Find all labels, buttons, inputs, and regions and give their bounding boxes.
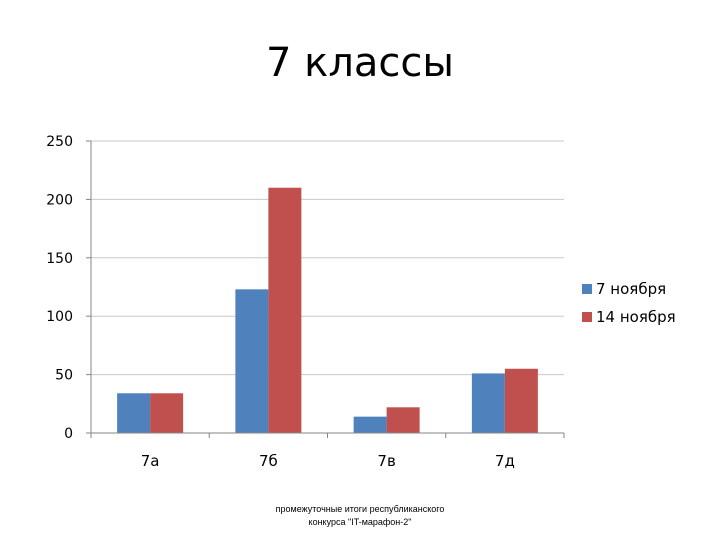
x-tick-label: 7а — [141, 452, 160, 470]
bar — [235, 289, 269, 433]
y-tick-label: 250 — [46, 134, 73, 150]
bar — [268, 187, 302, 433]
gridlines — [91, 140, 564, 376]
bar — [386, 407, 420, 433]
footer-line-1: промежуточные итоги республиканского — [275, 504, 445, 514]
footer-note: промежуточные итоги республиканского кон… — [200, 503, 520, 529]
bar — [150, 393, 184, 433]
legend: 7 ноября 14 ноября — [582, 280, 676, 326]
x-tick-label: 7б — [259, 452, 278, 470]
bar — [504, 368, 538, 433]
bars — [117, 187, 538, 433]
legend-label: 14 ноября — [596, 308, 676, 326]
bar-chart: 0 50 100 150 200 250 7а 7б 7в 7д 7 ноября 14 нояб… — [46, 134, 676, 470]
y-tick-label: 50 — [55, 368, 73, 384]
bar — [471, 373, 505, 433]
y-tick-label: 100 — [46, 309, 73, 325]
y-tick-label: 0 — [64, 426, 73, 442]
x-tick-labels: 7а 7б 7в 7д — [141, 452, 515, 470]
bar — [353, 416, 387, 433]
y-tick-label: 150 — [46, 251, 73, 267]
axes — [86, 140, 565, 438]
x-tick-label: 7д — [495, 452, 515, 470]
y-tick-labels: 0 50 100 150 200 250 — [46, 134, 73, 442]
legend-swatch — [582, 284, 592, 294]
y-tick-label: 200 — [46, 192, 73, 208]
legend-swatch — [582, 312, 592, 322]
footer-line-2: конкурса "IT-марафон-2" — [308, 517, 412, 527]
legend-label: 7 ноября — [596, 280, 666, 298]
bar — [117, 393, 151, 433]
slide-title: 7 классы — [266, 40, 454, 86]
x-tick-label: 7в — [377, 452, 395, 470]
